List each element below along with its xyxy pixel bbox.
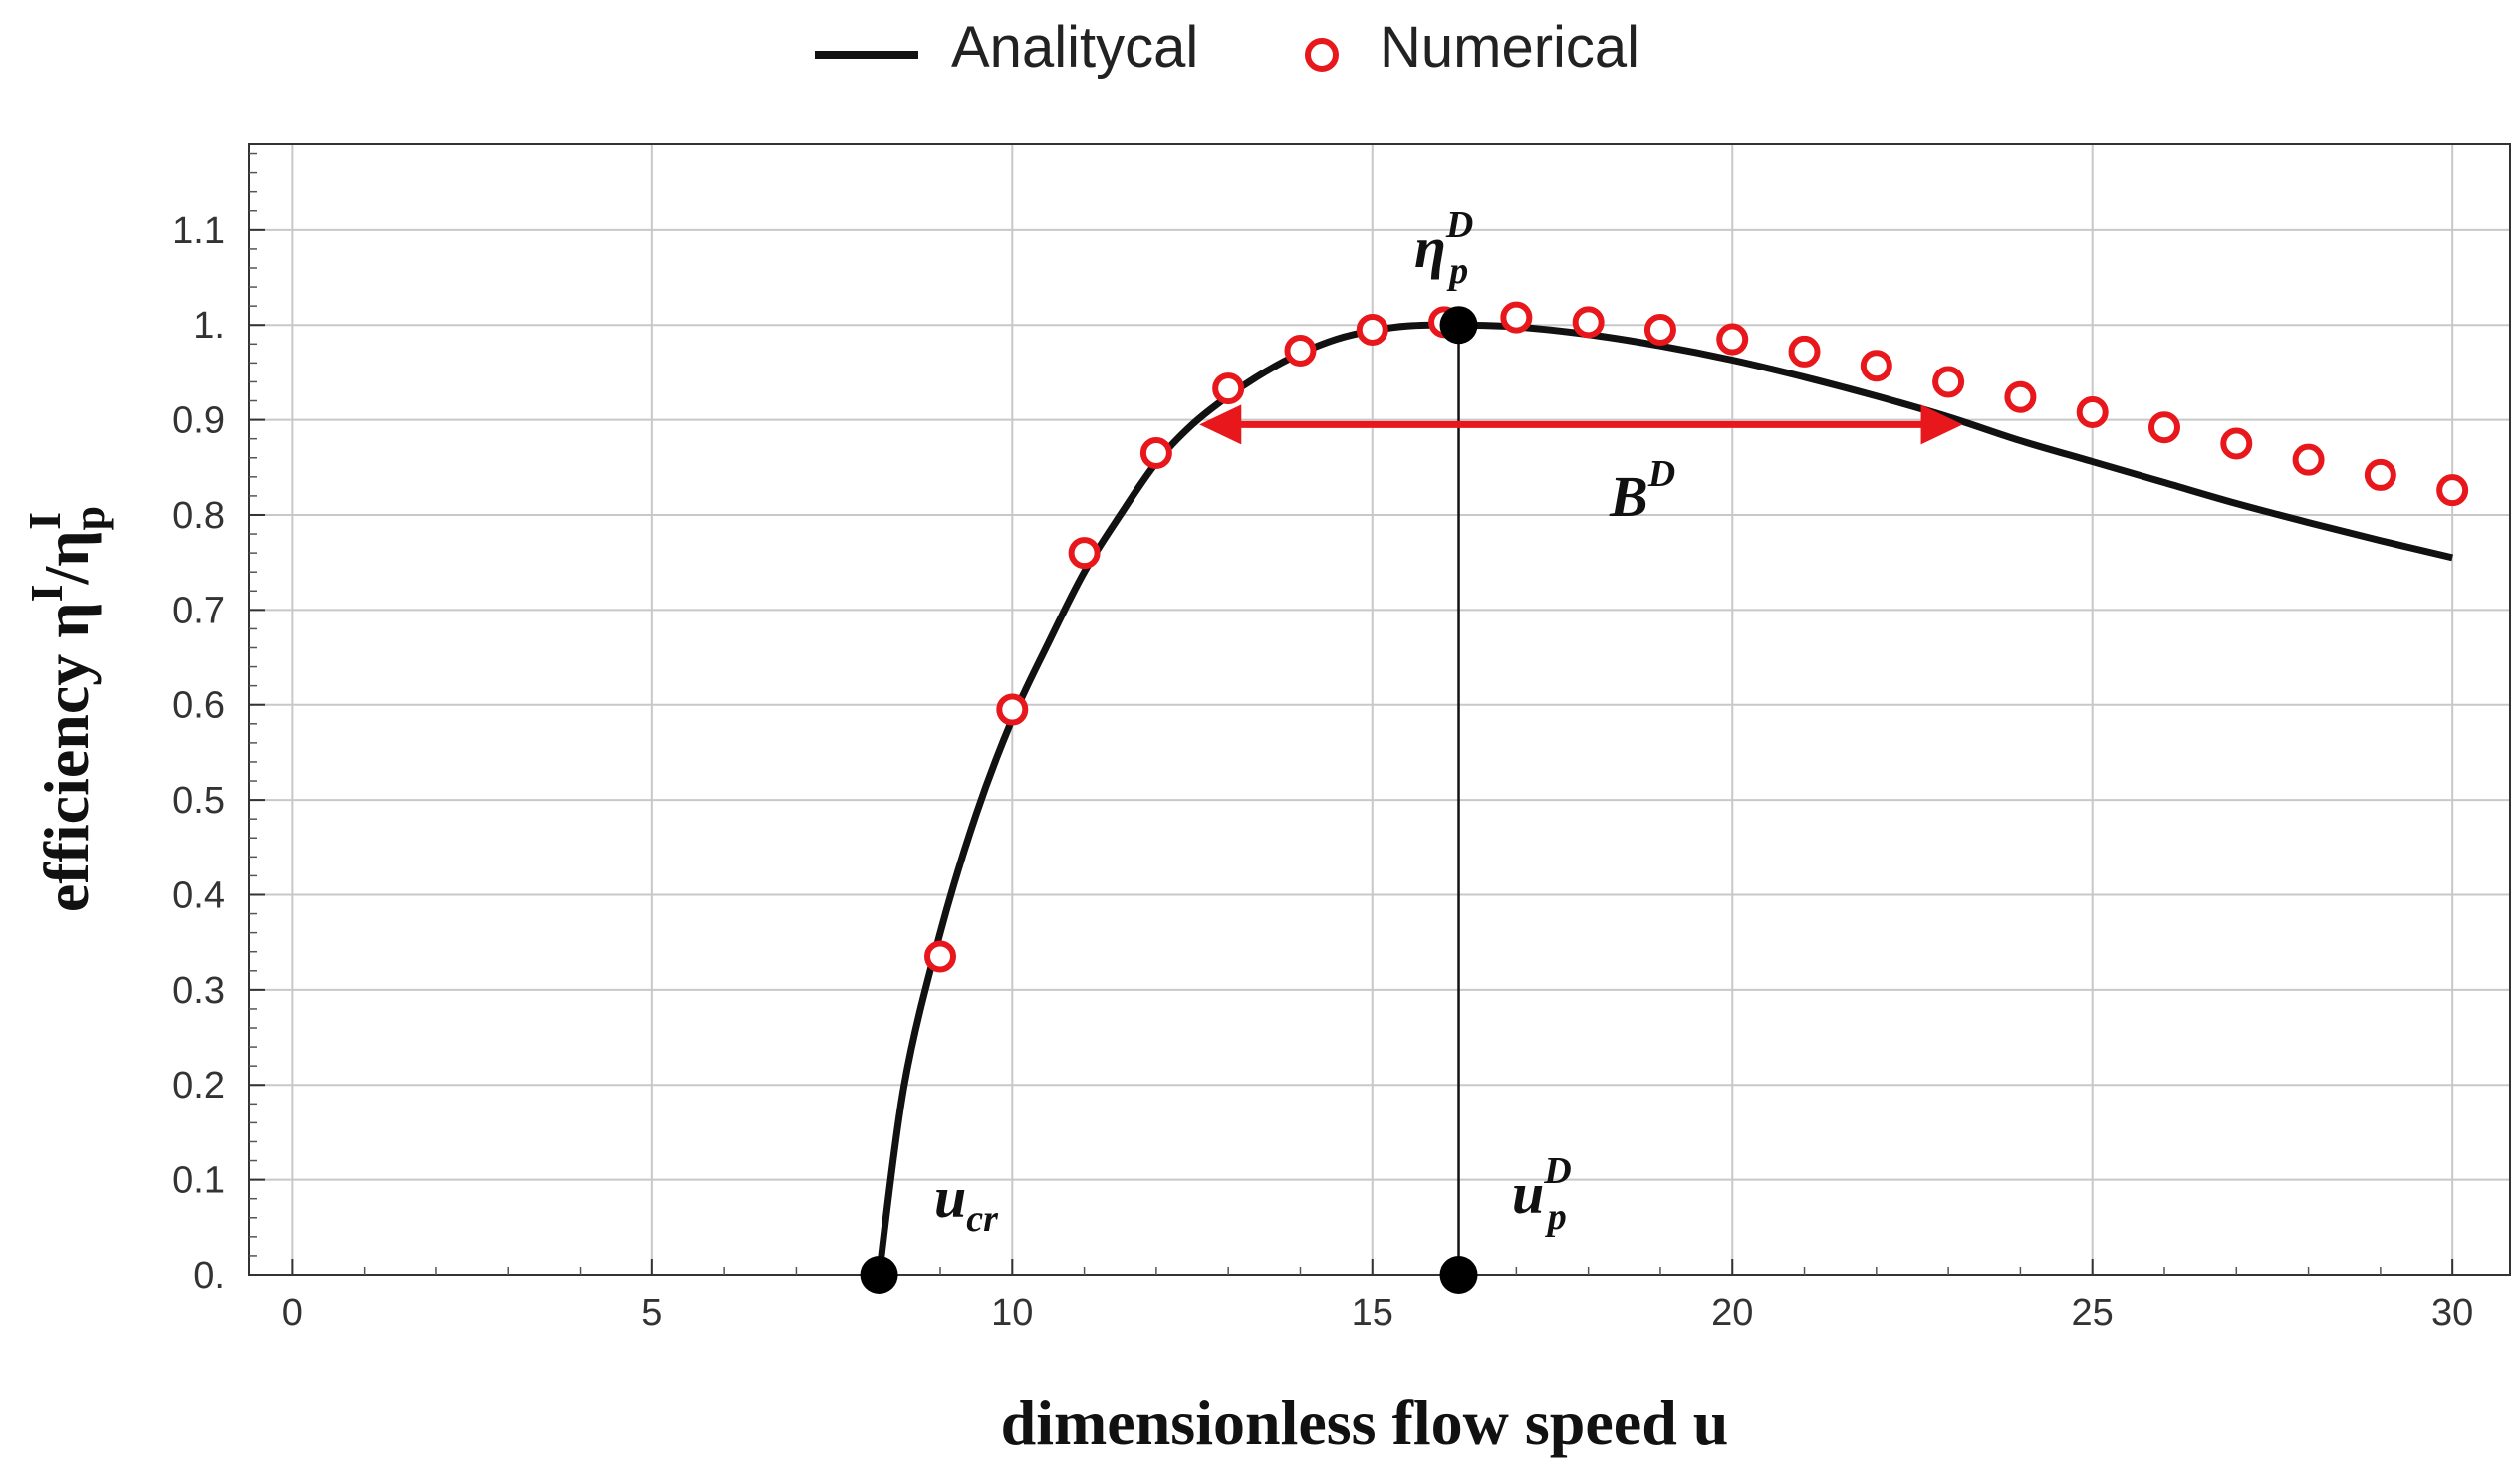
- legend-numerical-label: Numerical: [1380, 15, 1639, 80]
- numerical-point: [1212, 372, 1245, 405]
- y-tick-label: 1.: [193, 305, 225, 347]
- bandwidth-arrow-head-right: [1920, 404, 1963, 445]
- plot-frame: [248, 143, 2511, 1276]
- x-tick-label: 0: [282, 1292, 303, 1334]
- numerical-point: [2220, 427, 2253, 460]
- annotation-u-p-d: uD p: [1512, 1150, 1572, 1238]
- annotation-eta-p-d: ηD p: [1414, 204, 1473, 292]
- x-tick-label: 10: [991, 1292, 1033, 1334]
- legend: Analitycal Numerical: [815, 15, 1639, 80]
- y-tick-label: 0.2: [172, 1065, 225, 1107]
- annotation-bandwidth-b-d: BD: [1609, 453, 1675, 529]
- y-tick-label: 1.1: [172, 210, 225, 252]
- y-tick-label: 0.6: [172, 685, 225, 727]
- y-tick-label: 0.9: [172, 400, 225, 442]
- key-point-eta-p-d: [1439, 306, 1478, 345]
- analytical-curve: [876, 321, 2453, 1276]
- y-tick-label: 0.1: [172, 1160, 225, 1202]
- x-tick-label: 15: [1352, 1292, 1393, 1334]
- x-tick-label: 30: [2431, 1292, 2473, 1334]
- y-axis-title-sub: p: [65, 506, 114, 530]
- y-tick-label: 0.5: [172, 780, 225, 822]
- numerical-point: [2076, 395, 2109, 428]
- x-tick-label: 25: [2072, 1292, 2114, 1334]
- numerical-point: [1068, 537, 1101, 570]
- numerical-point: [1716, 323, 1749, 356]
- numerical-point: [1860, 350, 1892, 382]
- data-layer: [860, 301, 2469, 1294]
- legend-numerical-swatch: [1305, 38, 1339, 72]
- numerical-point: [1572, 306, 1605, 339]
- y-tick-label: 0.: [193, 1255, 225, 1297]
- numerical-point: [2364, 458, 2396, 491]
- y-axis-title-sup: I: [21, 584, 72, 602]
- legend-analytical-label: Analitycal: [951, 15, 1198, 80]
- numerical-point: [1139, 436, 1172, 469]
- numerical-point: [1788, 335, 1821, 368]
- y-axis-title-sup2: I: [19, 512, 70, 530]
- y-axis-title: efficiency ηI/ηpI: [19, 506, 114, 912]
- y-axis-title-main: efficiency η: [31, 602, 102, 912]
- numerical-point: [2004, 380, 2037, 413]
- y-tick-label: 0.8: [172, 495, 225, 537]
- numerical-point: [1356, 313, 1388, 346]
- numerical-point: [1284, 334, 1317, 367]
- bandwidth-arrow-head-left: [1199, 404, 1242, 445]
- numerical-point: [2436, 474, 2469, 507]
- numerical-point: [2147, 411, 2180, 444]
- x-tick-label: 20: [1711, 1292, 1753, 1334]
- y-axis-title-slash: /η: [31, 530, 102, 585]
- y-tick-label: 0.7: [172, 590, 225, 631]
- key-point-u-p-d: [1439, 1256, 1478, 1294]
- numerical-point: [1643, 313, 1676, 346]
- x-axis-title: dimensionless flow speed u: [1001, 1387, 1729, 1458]
- tick-labels: 0 5 10 15 20 25 30 0. 0.1 0.2 0.3 0.4 0.5 0.6 0.7 0.8 0.…: [172, 210, 2473, 1334]
- axis-ticks: [249, 152, 2454, 1276]
- numerical-point: [924, 940, 957, 973]
- x-tick-label: 5: [641, 1292, 662, 1334]
- annotation-u-cr: ucr: [934, 1165, 999, 1240]
- key-point-u-cr: [860, 1256, 898, 1294]
- y-tick-label: 0.4: [172, 874, 225, 916]
- numerical-point: [1932, 366, 1965, 398]
- annotations: ucr ηD p uD p BD: [934, 204, 1675, 1240]
- numerical-point: [1500, 301, 1533, 334]
- numerical-point: [996, 693, 1029, 726]
- y-tick-label: 0.3: [172, 970, 225, 1012]
- numerical-point: [2292, 443, 2325, 476]
